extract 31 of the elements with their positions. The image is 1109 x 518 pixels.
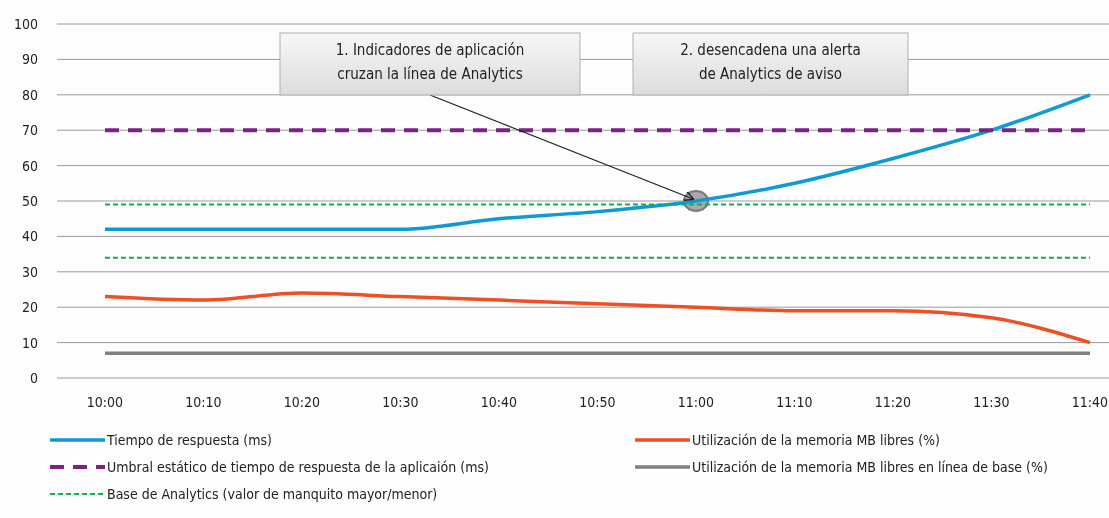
legend-label: Umbral estático de tiempo de respuesta de la aplicaión (ms) — [107, 458, 489, 475]
y-tick-label: 10 — [21, 334, 38, 351]
x-tick-label: 11:10 — [776, 394, 813, 410]
x-tick-label: 10:10 — [185, 394, 222, 410]
y-tick-label: 80 — [21, 86, 38, 103]
x-tick-label: 11:20 — [874, 394, 912, 410]
y-tick-label: 30 — [21, 263, 38, 280]
y-tick-label: 90 — [21, 51, 38, 68]
x-tick-label: 10:00 — [86, 394, 124, 410]
x-tick-label: 11:00 — [677, 394, 715, 410]
y-tick-label: 50 — [21, 192, 38, 209]
x-tick-label: 10:20 — [283, 394, 321, 410]
legend-label: Utilización de la memoria MB libres (%) — [692, 431, 940, 448]
y-tick-label: 60 — [21, 157, 38, 174]
annotation: 1. Indicadores de aplicación cruzan la línea de Analytics — [335, 41, 525, 83]
x-tick-label: 10:50 — [579, 394, 616, 410]
legend-label: Base de Analytics (valor de manquito mayor/menor) — [107, 485, 438, 502]
y-tick-label: 20 — [21, 299, 38, 316]
x-tick-label: 10:30 — [382, 394, 419, 410]
line-series — [103, 93, 1092, 232]
y-tick-label: 100 — [13, 15, 38, 32]
y-tick-label: 40 — [21, 228, 38, 245]
x-tick-label: 11:30 — [973, 394, 1010, 410]
annotation: 2. desencadena una alerta de Analytics de aviso — [680, 41, 861, 83]
y-tick-label: 70 — [21, 122, 38, 139]
legend-label: Tiempo de respuesta (ms) — [106, 431, 273, 448]
line-series — [103, 291, 1092, 345]
legend-label: Utilización de la memoria MB libres en línea de base (%) — [692, 458, 1048, 475]
x-tick-label: 10:40 — [480, 394, 518, 410]
x-tick-label: 11:40 — [1071, 394, 1109, 410]
y-tick-label: 0 — [29, 369, 38, 386]
